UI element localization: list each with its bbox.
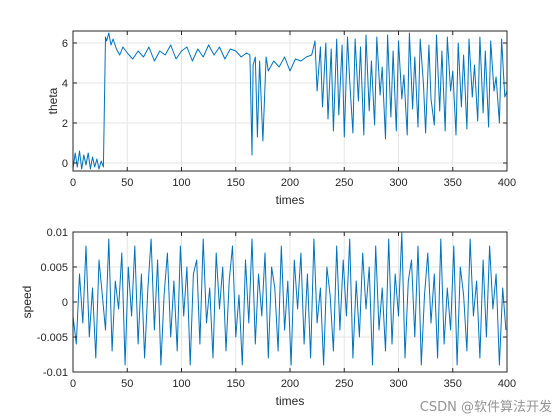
y-tick-label: 0.005	[40, 262, 68, 274]
y-tick-label: 2	[62, 118, 68, 130]
x-tick-label: 150	[227, 378, 245, 390]
x-tick-label: 100	[172, 378, 190, 390]
y-tick-label: 4	[62, 78, 68, 90]
x-tick-label: 250	[335, 378, 353, 390]
x-tick-label: 150	[227, 177, 245, 189]
watermark-text: CSDN @软件算法开发	[419, 400, 552, 415]
y-axis-label: theta	[46, 87, 60, 114]
series-line-1	[72, 32, 508, 170]
y-axis-label: speed	[20, 286, 34, 319]
x-tick-label: 50	[121, 378, 133, 390]
y-tick-label: -0.01	[43, 367, 68, 379]
y-tick-label: 6	[62, 38, 68, 50]
y-tick-label: 0.01	[47, 227, 68, 239]
x-tick-label: 200	[281, 177, 299, 189]
x-tick-label: 200	[281, 378, 299, 390]
x-tick-label: 0	[70, 177, 76, 189]
x-tick-label: 350	[444, 378, 462, 390]
x-tick-label: 400	[498, 177, 516, 189]
y-tick-label: -0.005	[37, 332, 68, 344]
subplot-1: 0 50 100 150 200 250 300 350 400 0 2 4 6 times theta	[46, 30, 516, 207]
x-tick-label: 0	[70, 378, 76, 390]
x-tick-label: 300	[389, 378, 407, 390]
x-tick-label: 100	[172, 177, 190, 189]
x-tick-label: 350	[444, 177, 462, 189]
y-tick-label: 0	[62, 297, 68, 309]
x-tick-label: 50	[121, 177, 133, 189]
x-axis-label: times	[276, 394, 305, 408]
subplot-2: 0 50 100 150 200 250 300 350 400 -0.01 -0.005 0 0.00…	[20, 227, 516, 408]
x-tick-label: 300	[389, 177, 407, 189]
y-tick-label: 0	[62, 158, 68, 170]
x-tick-label: 400	[498, 378, 516, 390]
series-line-1	[72, 231, 507, 366]
x-axis-label: times	[276, 193, 305, 207]
x-tick-label: 250	[335, 177, 353, 189]
